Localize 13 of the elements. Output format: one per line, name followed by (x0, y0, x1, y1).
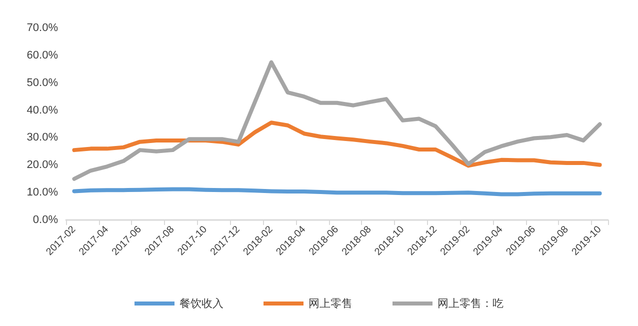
legend-label: 餐饮收入 (180, 297, 224, 310)
legend-label: 网上零售 (308, 297, 352, 310)
line-series (72, 120, 602, 168)
line-series (72, 60, 602, 181)
y-tick-label: 10.0% (26, 186, 58, 199)
y-tick-label: 30.0% (26, 132, 58, 144)
legend-label: 网上零售：吃 (438, 297, 504, 310)
y-tick-label: 60.0% (26, 49, 58, 62)
y-tick-label: 20.0% (26, 159, 58, 172)
y-tick-label: 40.0% (26, 104, 58, 116)
y-tick-label: 50.0% (26, 76, 58, 89)
y-tick-label: 0.0% (32, 214, 58, 226)
y-tick-label: 70.0% (26, 22, 58, 34)
